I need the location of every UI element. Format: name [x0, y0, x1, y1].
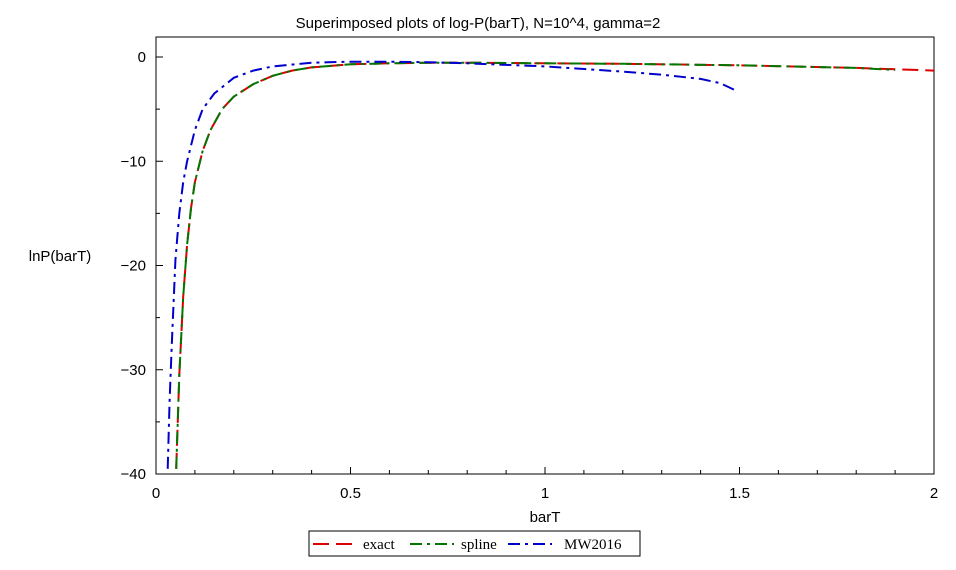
legend-label: exact [363, 537, 395, 553]
series-layer [166, 60, 935, 469]
plot-frame [155, 36, 935, 475]
legend-label: spline [461, 537, 497, 553]
y-tick-label: −30 [121, 362, 146, 379]
legend-box [308, 530, 641, 557]
series-line-spline [175, 61, 896, 469]
x-tick-label: 0.5 [340, 485, 361, 502]
axis-ticks: 0 0.5 1 1.5 2 0 −10 −20 −30 −40 [121, 49, 939, 502]
y-tick-label: −10 [121, 153, 146, 170]
x-axis-label: barT [530, 509, 561, 526]
y-tick-label: −20 [121, 258, 146, 275]
y-tick-label: −40 [121, 466, 146, 483]
x-tick-label: 2 [930, 485, 938, 502]
series-line-mw2016 [166, 60, 737, 469]
x-tick-label: 1.5 [729, 485, 750, 502]
series-line-exact [175, 61, 935, 469]
legend: exact spline MW2016 [308, 530, 641, 557]
y-tick-label: 0 [138, 49, 146, 66]
chart-title: Superimposed plots of log-P(barT), N=10^… [296, 15, 661, 32]
x-tick-label: 0 [152, 485, 160, 502]
x-tick-label: 1 [541, 485, 549, 502]
y-axis-label: lnP(barT) [29, 248, 92, 265]
legend-label: MW2016 [564, 537, 622, 553]
